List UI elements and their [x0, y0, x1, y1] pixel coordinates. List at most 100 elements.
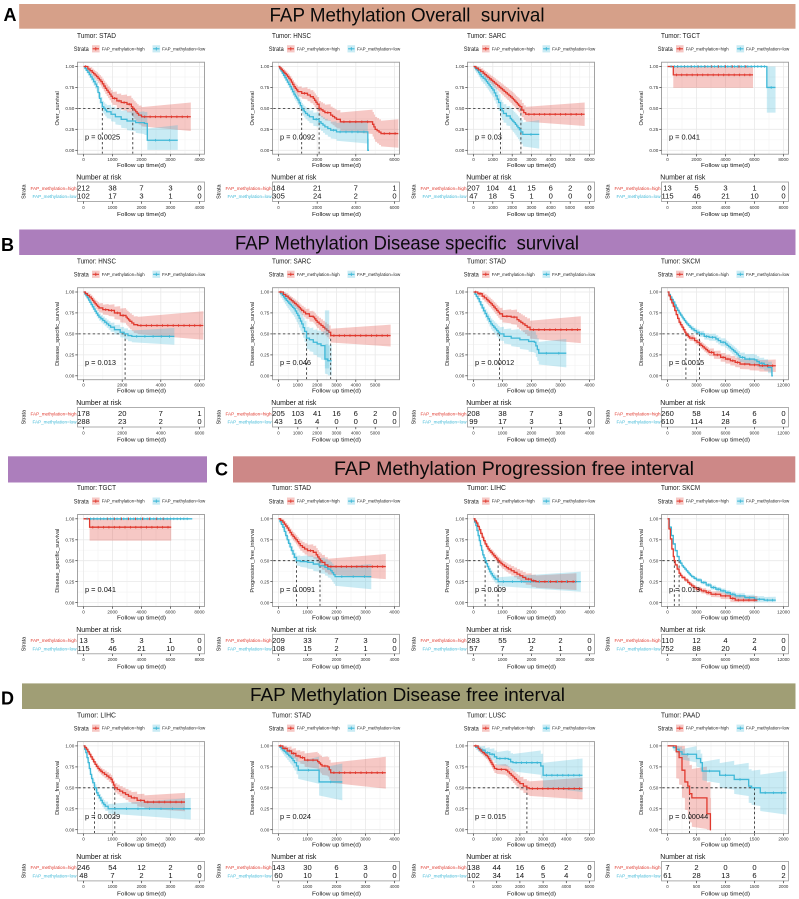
svg-text:20: 20 — [721, 644, 729, 653]
svg-text:Strata: Strata — [464, 46, 479, 53]
svg-text:2: 2 — [168, 863, 172, 872]
svg-text:Strata: Strata — [412, 410, 418, 424]
svg-text:p = 0.00012: p = 0.00012 — [475, 358, 514, 367]
svg-text:4000: 4000 — [195, 884, 205, 889]
svg-text:0.25: 0.25 — [65, 127, 74, 132]
svg-text:FAP_methylation=low: FAP_methylation=low — [357, 272, 401, 277]
svg-text:0: 0 — [392, 417, 396, 426]
svg-text:5000: 5000 — [370, 430, 380, 435]
svg-text:Follow up time(d): Follow up time(d) — [507, 892, 556, 898]
svg-text:FAP_methylation=high: FAP_methylation=high — [31, 186, 78, 191]
svg-text:7: 7 — [159, 409, 163, 418]
svg-text:4000: 4000 — [136, 609, 147, 614]
svg-text:Tumor: SKCM: Tumor: SKCM — [661, 256, 700, 265]
svg-text:3000: 3000 — [556, 657, 566, 662]
svg-text:4000: 4000 — [389, 836, 400, 841]
svg-text:2: 2 — [752, 636, 756, 645]
svg-text:Strata: Strata — [606, 864, 612, 878]
svg-text:2000: 2000 — [527, 430, 537, 435]
svg-text:4000: 4000 — [194, 157, 205, 162]
svg-text:1.00: 1.00 — [65, 517, 74, 522]
svg-text:4000: 4000 — [156, 383, 167, 388]
svg-text:4000: 4000 — [720, 157, 731, 162]
svg-text:4000: 4000 — [390, 884, 400, 889]
svg-text:0: 0 — [587, 636, 591, 645]
svg-text:Number at risk: Number at risk — [660, 398, 705, 407]
svg-text:0: 0 — [587, 409, 591, 418]
svg-text:41: 41 — [508, 184, 516, 193]
svg-text:Strata: Strata — [74, 46, 89, 53]
svg-text:2000: 2000 — [136, 836, 147, 841]
svg-text:1000: 1000 — [303, 884, 313, 889]
svg-text:1.00: 1.00 — [649, 517, 658, 522]
svg-text:p = 0.0091: p = 0.0091 — [280, 585, 315, 594]
svg-text:44: 44 — [492, 863, 500, 872]
svg-text:FAP_methylation=low: FAP_methylation=low — [423, 874, 468, 879]
svg-text:3: 3 — [168, 184, 172, 193]
svg-text:0.75: 0.75 — [65, 311, 74, 316]
svg-text:13: 13 — [721, 871, 729, 880]
svg-text:0: 0 — [354, 417, 358, 426]
svg-text:14: 14 — [721, 409, 729, 418]
svg-text:Tumor: TGCT: Tumor: TGCT — [77, 483, 116, 492]
svg-text:28: 28 — [692, 871, 700, 880]
svg-text:0: 0 — [587, 871, 591, 880]
svg-text:FAP_methylation=high: FAP_methylation=high — [226, 411, 273, 416]
svg-text:3000: 3000 — [165, 836, 176, 841]
svg-text:6: 6 — [549, 184, 553, 193]
svg-text:0: 0 — [392, 409, 396, 418]
svg-text:0.00: 0.00 — [65, 827, 74, 832]
svg-text:0.00: 0.00 — [649, 148, 658, 153]
svg-text:Follow up time(d): Follow up time(d) — [117, 615, 166, 621]
svg-text:4000: 4000 — [351, 383, 362, 388]
svg-text:4000: 4000 — [585, 430, 595, 435]
svg-text:21: 21 — [137, 644, 145, 653]
svg-text:Disease_specific_survival: Disease_specific_survival — [55, 302, 61, 366]
svg-text:5000: 5000 — [585, 884, 595, 889]
svg-text:3000: 3000 — [526, 157, 537, 162]
svg-text:2000: 2000 — [312, 383, 323, 388]
svg-text:7: 7 — [665, 863, 669, 872]
svg-text:0: 0 — [587, 863, 591, 872]
svg-text:0.50: 0.50 — [455, 558, 464, 563]
svg-text:2000: 2000 — [312, 205, 322, 210]
svg-text:FAP_methylation=low: FAP_methylation=low — [33, 646, 78, 651]
svg-text:6: 6 — [752, 409, 756, 418]
svg-text:2000: 2000 — [331, 609, 342, 614]
svg-text:212: 212 — [77, 184, 90, 193]
svg-text:6000: 6000 — [195, 430, 205, 435]
svg-text:0: 0 — [666, 430, 669, 435]
svg-text:1.00: 1.00 — [65, 290, 74, 295]
svg-text:4000: 4000 — [351, 157, 362, 162]
svg-text:Follow up time(d): Follow up time(d) — [312, 615, 361, 621]
svg-text:Follow up time(d): Follow up time(d) — [117, 163, 166, 169]
svg-text:Disease_free_interval: Disease_free_interval — [55, 761, 61, 815]
svg-text:FAP_methylation=high: FAP_methylation=high — [615, 638, 662, 643]
svg-text:0.00: 0.00 — [649, 374, 658, 379]
svg-text:3000: 3000 — [360, 609, 371, 614]
svg-text:6000: 6000 — [194, 383, 205, 388]
svg-text:0: 0 — [277, 884, 280, 889]
svg-text:2000: 2000 — [137, 884, 147, 889]
svg-text:610: 610 — [661, 417, 674, 426]
svg-text:0: 0 — [277, 657, 280, 662]
svg-text:1: 1 — [168, 636, 172, 645]
svg-text:1000: 1000 — [293, 430, 303, 435]
svg-text:0: 0 — [82, 836, 85, 841]
svg-text:0: 0 — [197, 636, 201, 645]
svg-text:FAP_methylation=high: FAP_methylation=high — [686, 726, 730, 731]
svg-text:3: 3 — [529, 417, 533, 426]
svg-text:2000: 2000 — [515, 836, 526, 841]
svg-text:Strata: Strata — [217, 185, 223, 199]
svg-text:Strata: Strata — [217, 864, 223, 878]
svg-text:0: 0 — [334, 417, 338, 426]
svg-text:3000: 3000 — [361, 884, 371, 889]
svg-text:1000: 1000 — [293, 383, 304, 388]
svg-text:20: 20 — [118, 409, 126, 418]
svg-text:0: 0 — [82, 657, 85, 662]
svg-text:0.75: 0.75 — [260, 538, 269, 543]
svg-text:4000: 4000 — [584, 609, 595, 614]
svg-text:0.75: 0.75 — [455, 311, 464, 316]
svg-text:3000: 3000 — [165, 157, 176, 162]
svg-text:3: 3 — [363, 636, 367, 645]
